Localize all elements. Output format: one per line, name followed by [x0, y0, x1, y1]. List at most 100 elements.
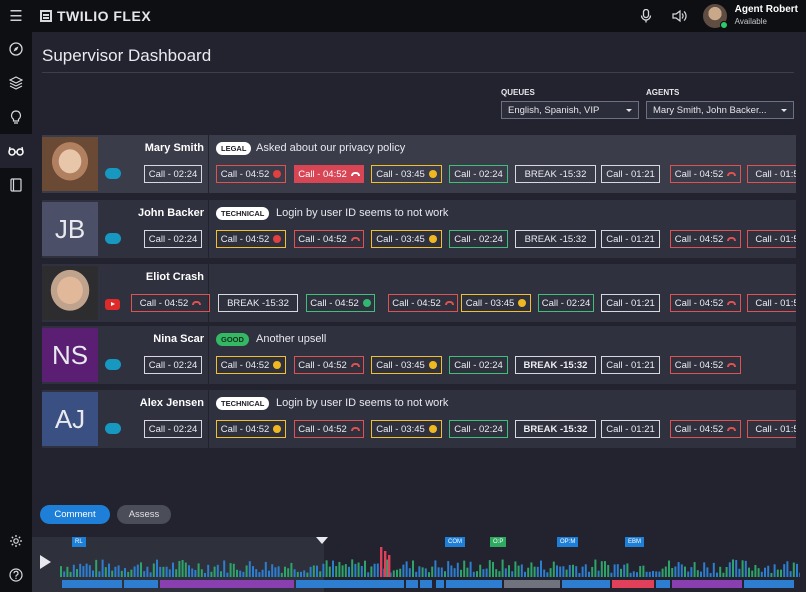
playhead-icon[interactable] [316, 537, 328, 544]
activity-chip[interactable]: Call - 04:52 [306, 294, 375, 312]
activity-chip[interactable]: Call - 04:52 [294, 165, 364, 183]
activity-chip[interactable]: Call - 02:24 [449, 165, 508, 183]
waveform-bar [799, 572, 800, 577]
compass-icon[interactable] [0, 32, 32, 66]
queues-select[interactable]: English, Spanish, VIP [501, 101, 639, 119]
audio-timeline[interactable]: RL COM O:P OP:M EBM [32, 537, 806, 592]
comment-button[interactable]: Comment [40, 505, 110, 524]
timeline-marker[interactable]: COM [445, 537, 465, 547]
activity-chip[interactable]: Call - 04:52 [216, 356, 286, 374]
activity-chip[interactable]: Call - 01:21 [601, 420, 660, 438]
waveform-bar [274, 567, 277, 577]
waveform-bar [728, 562, 731, 577]
activity-chip[interactable]: Call - 03:45 [371, 356, 442, 374]
activity-chip[interactable]: BREAK -15:32 [515, 165, 596, 183]
play-icon[interactable] [40, 555, 51, 569]
agent-name[interactable]: Nina Scar [153, 333, 204, 345]
activity-chip[interactable]: Call - 02:24 [144, 230, 202, 248]
microphone-icon[interactable] [629, 0, 663, 32]
waveform-bar [703, 562, 706, 577]
waveform-bar [108, 563, 110, 577]
activity-chip[interactable]: BREAK -15:32 [515, 420, 596, 438]
waveform-bar [319, 571, 322, 577]
user-info[interactable]: Agent Robert Available [735, 4, 798, 28]
waveform-bar [60, 566, 62, 577]
activity-chip[interactable]: BREAK -15:32 [218, 294, 298, 312]
activity-chip[interactable]: Call - 03:45 [371, 165, 442, 183]
activity-chip[interactable]: Call - 04:52 [670, 294, 741, 312]
agent-row[interactable]: NS Nina Scar GOOD Another upsell Call - 02:2… [42, 326, 796, 384]
activity-chip[interactable]: Call - 01:21 [601, 294, 660, 312]
waveform-bar [700, 571, 702, 577]
agent-row[interactable]: Mary Smith LEGAL Asked about our privacy p… [42, 135, 796, 193]
online-status-dot [719, 21, 728, 29]
user-avatar[interactable] [702, 4, 728, 29]
timeline-marker[interactable]: EBM [625, 537, 645, 547]
gear-icon[interactable] [0, 524, 32, 558]
waveform-bar [434, 560, 437, 577]
activity-chip[interactable]: Call - 02:24 [449, 230, 508, 248]
waveform-bar [252, 566, 254, 577]
waveform-bar [437, 567, 440, 577]
activity-chip[interactable]: Call - 01:21 [601, 165, 660, 183]
activity-chip[interactable]: Call - 04:52 [294, 420, 364, 438]
help-icon[interactable] [0, 558, 32, 592]
activity-chip[interactable]: Call - 03:45 [371, 230, 442, 248]
agent-row[interactable]: JB John Backer TECHNICAL Login by user ID s… [42, 200, 796, 258]
waveform-bar [194, 569, 197, 577]
activity-chip[interactable]: Call - 04:52 [131, 294, 210, 312]
activity-chip[interactable]: Call - 02:24 [144, 420, 202, 438]
waveform-bar [268, 570, 270, 577]
activity-chip[interactable]: Call - 04:52 [294, 356, 364, 374]
agent-row[interactable]: Eliot Crash Call - 04:52 BREAK -15:32 Call … [42, 264, 796, 322]
book-icon[interactable] [0, 168, 32, 202]
timeline-marker[interactable]: RL [72, 537, 86, 547]
lightbulb-icon[interactable] [0, 100, 32, 134]
activity-chip-label: Call - 02:24 [541, 297, 591, 309]
agents-select[interactable]: Mary Smith, John Backer... [646, 101, 794, 119]
agent-name[interactable]: Alex Jensen [139, 397, 204, 409]
activity-chip[interactable]: Call - 01:5 [747, 165, 796, 183]
salesforce-icon [105, 423, 121, 434]
activity-chip[interactable]: Call - 02:24 [538, 294, 594, 312]
activity-chip[interactable]: Call - 02:24 [144, 165, 202, 183]
activity-chip[interactable]: Call - 02:24 [449, 420, 508, 438]
activity-chip[interactable]: Call - 01:21 [601, 230, 660, 248]
activity-chip[interactable]: Call - 01:21 [601, 356, 660, 374]
assess-button[interactable]: Assess [117, 505, 171, 524]
waveform-bar [184, 562, 187, 577]
speaker-icon[interactable] [663, 0, 697, 32]
layers-icon[interactable] [0, 66, 32, 100]
activity-chip[interactable]: Call - 04:52 [294, 230, 364, 248]
activity-chip[interactable]: Call - 03:45 [371, 420, 442, 438]
timeline-marker[interactable]: O:P [490, 537, 507, 547]
activity-chip[interactable]: Call - 04:52 [388, 294, 458, 312]
activity-chip[interactable]: Call - 04:52 [670, 165, 741, 183]
activity-chip[interactable]: BREAK -15:32 [515, 356, 596, 374]
activity-chip[interactable]: Call - 03:45 [461, 294, 531, 312]
agent-name[interactable]: Mary Smith [144, 142, 204, 154]
activity-chip[interactable]: Call - 01:5 [747, 294, 796, 312]
agent-row[interactable]: AJ Alex Jensen TECHNICAL Login by user ID s… [42, 390, 796, 448]
activity-chip[interactable]: BREAK -15:32 [515, 230, 596, 248]
hamburger-menu-icon[interactable]: ☰ [9, 8, 23, 25]
activity-chip[interactable]: Call - 01:5 [747, 230, 796, 248]
activity-chip[interactable]: Call - 04:52 [670, 230, 741, 248]
activity-chip[interactable]: Call - 01:5 [747, 420, 796, 438]
activity-chip-label: Call - 03:45 [465, 297, 515, 309]
glasses-icon[interactable] [0, 134, 32, 168]
activity-chip[interactable]: Call - 04:52 [216, 165, 286, 183]
agent-name[interactable]: Eliot Crash [145, 271, 204, 283]
activity-chip[interactable]: Call - 04:52 [670, 420, 741, 438]
activity-chip[interactable]: Call - 02:24 [449, 356, 508, 374]
speaker-track-segment [436, 580, 444, 588]
activity-chip[interactable]: Call - 04:52 [216, 230, 286, 248]
activity-chip[interactable]: Call - 02:24 [144, 356, 202, 374]
waveform-bar [335, 566, 338, 577]
timeline-marker[interactable]: OP:M [557, 537, 579, 547]
waveform-bar [117, 565, 120, 577]
agent-name[interactable]: John Backer [137, 207, 204, 219]
activity-chip[interactable]: Call - 04:52 [216, 420, 286, 438]
waveform-bar [588, 571, 590, 577]
activity-chip[interactable]: Call - 04:52 [670, 356, 741, 374]
